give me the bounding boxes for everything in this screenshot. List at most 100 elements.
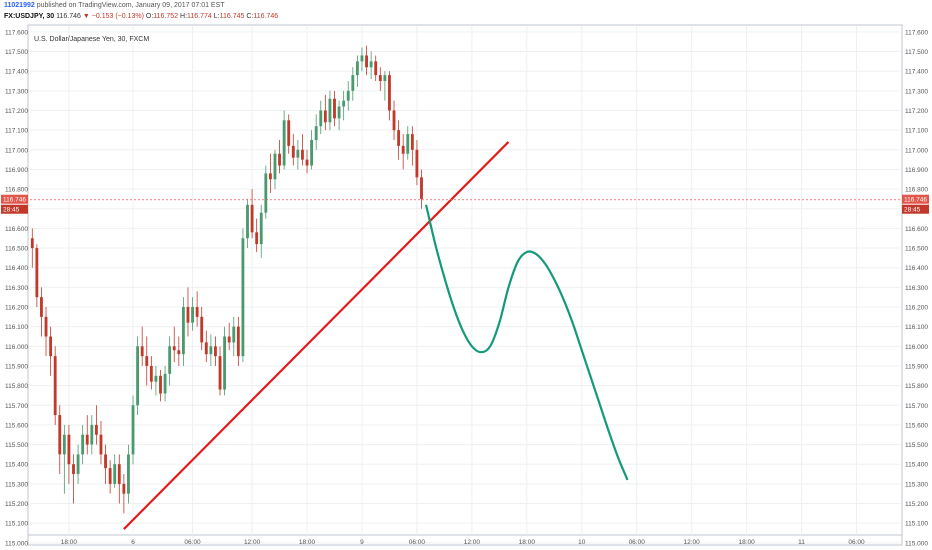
candle [369,51,373,80]
x-tick-label: 12:00 [684,539,701,546]
x-tick-label: 9 [360,539,364,546]
candle [342,90,346,121]
ohlc-header: FX:USDJPY, 30 116.746 ▼ −0.153 (−0.13%) … [4,13,278,20]
candle-body [287,120,291,146]
y-tick-label-right: 117.500 [905,49,928,56]
candle [337,100,341,131]
candle [168,336,172,386]
candle-body [383,75,387,82]
y-tick-label-right: 115.800 [905,383,928,390]
y-tick-label-left: 116.200 [5,305,28,312]
candle-body [241,238,245,357]
y-tick-label-right: 115.400 [905,462,928,469]
candle-body [273,153,277,180]
candle-body [113,464,117,484]
candle [181,297,185,366]
candle [333,90,336,127]
y-tick-label-left: 115.200 [5,501,28,508]
candle [209,334,213,366]
candle-body [168,346,172,374]
x-tick-label: 18:00 [519,539,536,546]
candle-body [246,204,249,239]
candle [227,322,231,351]
candle-body [159,375,162,394]
candle [415,139,419,186]
down-arrow-icon: ▼ [82,13,90,20]
candle-body [72,464,75,475]
candle-body [388,75,391,111]
candle-body [30,238,34,249]
candle [406,126,410,160]
candle [94,405,98,445]
candle-body [218,356,222,390]
candle-body [355,61,359,76]
candle [177,336,181,366]
candle [374,55,378,82]
candle-body [127,454,130,494]
candle-body [319,110,323,127]
y-tick-label-right: 116.100 [905,324,928,331]
candle [255,218,259,252]
published-text: published on TradingView.com, January 09… [36,2,225,9]
candle-body [374,61,378,76]
candle [392,100,396,140]
candle-body [108,468,112,484]
chart-id[interactable]: 11021992 [4,2,35,9]
candle-body [214,346,217,357]
candle [44,307,48,357]
candle-body [264,173,268,213]
candle [378,67,382,91]
candle [296,139,300,170]
candle-body [296,149,300,158]
x-tick-label: 06:00 [184,539,201,546]
y-tick-label-left: 116.900 [5,167,28,174]
x-axis: 18:00 6 06:00 12:00 18:00 9 06:00 12:00 18:00 10 0… [61,539,865,546]
candle-body [99,434,103,455]
candle-body [227,336,231,343]
candle [319,100,323,135]
candle-body [291,145,295,158]
candle [273,149,277,190]
candle-body [104,454,107,469]
chart-title: U.S. Dollar/Japanese Yen, 30, FXCM [34,36,149,43]
candle-body [310,139,314,166]
open-label: O: [145,13,154,20]
open-value: 116.752 [153,13,179,20]
candle-body [49,336,53,357]
candle [268,153,272,194]
candle [204,330,208,363]
candle [81,424,85,465]
y-tick-label-right: 117.200 [905,108,928,115]
close-label: C: [246,13,254,20]
y-tick-label-left: 115.900 [5,363,28,370]
candle [241,228,245,363]
candle [159,369,162,402]
y-tick-label-right: 117.000 [905,147,928,154]
candle [232,316,236,357]
candle-body [209,346,213,355]
y-tick-label-left: 115.600 [5,422,28,429]
y-tick-label-right: 115.100 [905,521,928,528]
price-badge-right: 116.746 [902,194,929,204]
candle-body [136,346,140,406]
candle [346,81,350,111]
countdown-badge-left-text: 28:45 [3,207,20,214]
trendline[interactable] [123,141,510,530]
candle-body [186,307,190,323]
candle [113,454,117,488]
candle [172,326,176,363]
candle [397,120,401,160]
y-tick-label-right: 116.400 [905,265,928,272]
countdown-badge-right-bg [902,204,929,214]
candle-body [62,434,66,455]
y-tick-label-right: 116.800 [905,187,928,194]
projection-curve[interactable] [425,204,629,481]
candle [323,94,327,131]
candle-body [401,145,405,154]
candle [163,365,167,402]
y-tick-label-right: 115.600 [905,422,928,429]
candle [62,424,66,494]
y-tick-label-left: 115.000 [5,540,28,547]
candle-body [58,415,62,455]
